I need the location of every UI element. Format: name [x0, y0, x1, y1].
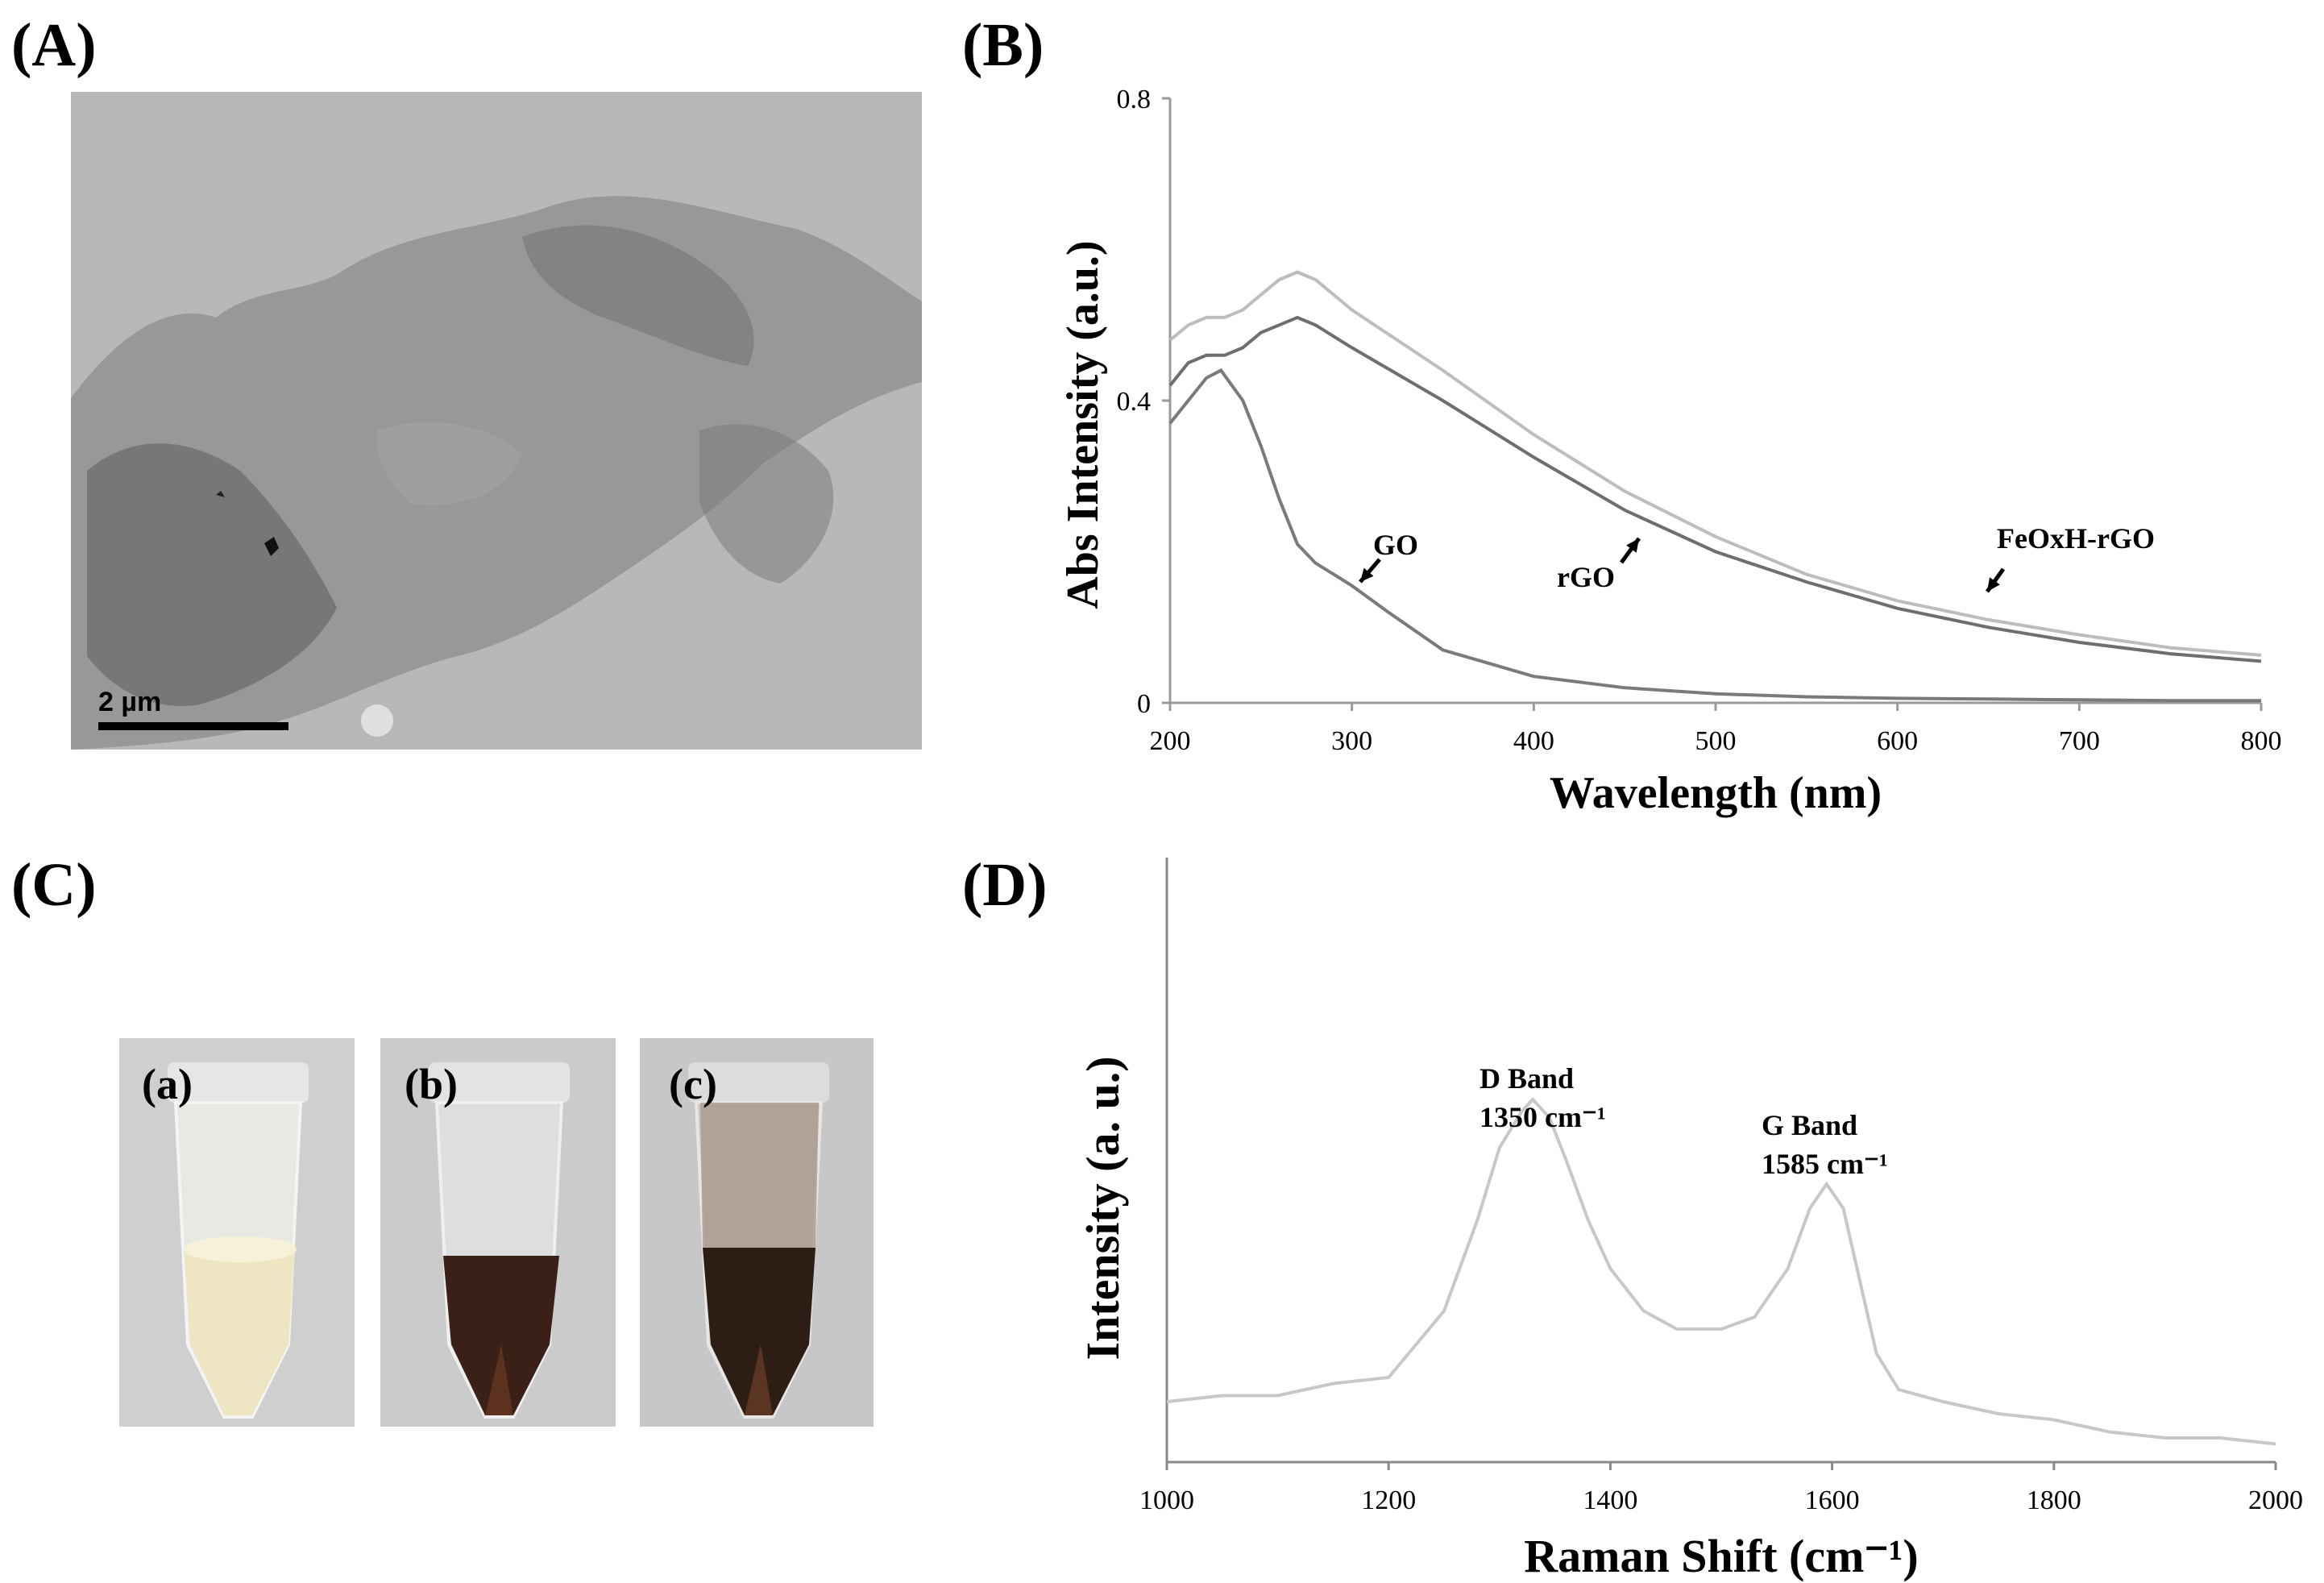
x-tick-label: 1800 — [2027, 1485, 2081, 1515]
x-tick-label: 500 — [1695, 726, 1737, 756]
annotation-feoxh-rgo-arrow-head — [1987, 577, 2000, 592]
panel-a-letter: (A) — [11, 11, 97, 79]
x-tick-label: 1400 — [1583, 1485, 1637, 1515]
x-tick-label: 400 — [1513, 726, 1554, 756]
tube-label-a: (a) — [142, 1060, 193, 1108]
tube-photo-b: (b) — [380, 1038, 616, 1427]
x-tick-label: 800 — [2241, 726, 2282, 756]
x-tick-label: 1000 — [1139, 1485, 1194, 1515]
annotation-go-arrow — [1359, 558, 1381, 584]
annotation-rgo-arrow-head — [1626, 538, 1639, 553]
x-tick-label: 1600 — [1805, 1485, 1860, 1515]
series-rgo — [1168, 315, 2262, 663]
tube-a-drawing — [119, 1038, 355, 1427]
annotation-feoxh-rgo-arrow — [1985, 567, 2006, 593]
tube-photo-c: (c) — [640, 1038, 874, 1427]
tem-micrograph: 2 µm — [71, 92, 922, 750]
x-tick-label: 200 — [1150, 726, 1191, 756]
annotation-d-band: D Band — [1479, 1062, 1574, 1095]
tube-label-c: (c) — [669, 1060, 717, 1108]
tube-c-drawing — [640, 1038, 874, 1427]
panel-c-letter: (C) — [11, 851, 97, 919]
series-feoxh-rgo — [1168, 270, 2262, 657]
annotation-rgo: rGO — [1557, 561, 1615, 593]
y-axis-title: Abs Intensity (a.u.) — [1058, 240, 1108, 609]
raman-spectrum — [1166, 1097, 2276, 1446]
annotation-feoxh-rgo: FeOxH-rGO — [1997, 522, 2155, 555]
y-tick-label: 0.4 — [1117, 387, 1152, 417]
y-axis-title: Intensity (a. u.) — [1077, 1056, 1129, 1360]
x-axis-title: Raman Shift (cm⁻¹) — [1524, 1530, 1918, 1582]
annotation-d-band-value: 1350 cm⁻¹ — [1479, 1101, 1606, 1133]
panel-d-letter: (D) — [962, 851, 1048, 919]
series-go — [1168, 368, 2261, 703]
x-tick-label: 1200 — [1361, 1485, 1416, 1515]
tube-b-drawing — [380, 1038, 616, 1427]
tube-label-b: (b) — [405, 1060, 458, 1108]
annotation-g-band-value: 1585 cm⁻¹ — [1762, 1148, 1888, 1180]
panel-b-letter: (B) — [962, 11, 1044, 79]
y-tick-label: 0 — [1137, 689, 1151, 719]
x-tick-label: 600 — [1877, 726, 1918, 756]
x-axis-title: Wavelength (nm) — [1550, 768, 1882, 818]
annotation-go-arrow-head — [1360, 567, 1374, 582]
scale-bar — [98, 722, 288, 730]
annotation-go: GO — [1373, 529, 1418, 561]
x-tick-label: 700 — [2059, 726, 2100, 756]
annotation-g-band: G Band — [1762, 1109, 1857, 1141]
scale-bar-label: 2 µm — [98, 687, 162, 717]
y-tick-label: 0.8 — [1117, 85, 1152, 114]
x-tick-label: 300 — [1331, 726, 1372, 756]
annotation-rgo-arrow — [1619, 537, 1641, 564]
tube-photo-a: (a) — [119, 1038, 355, 1427]
tem-texture — [71, 92, 922, 750]
x-tick-label: 2000 — [2248, 1485, 2303, 1515]
